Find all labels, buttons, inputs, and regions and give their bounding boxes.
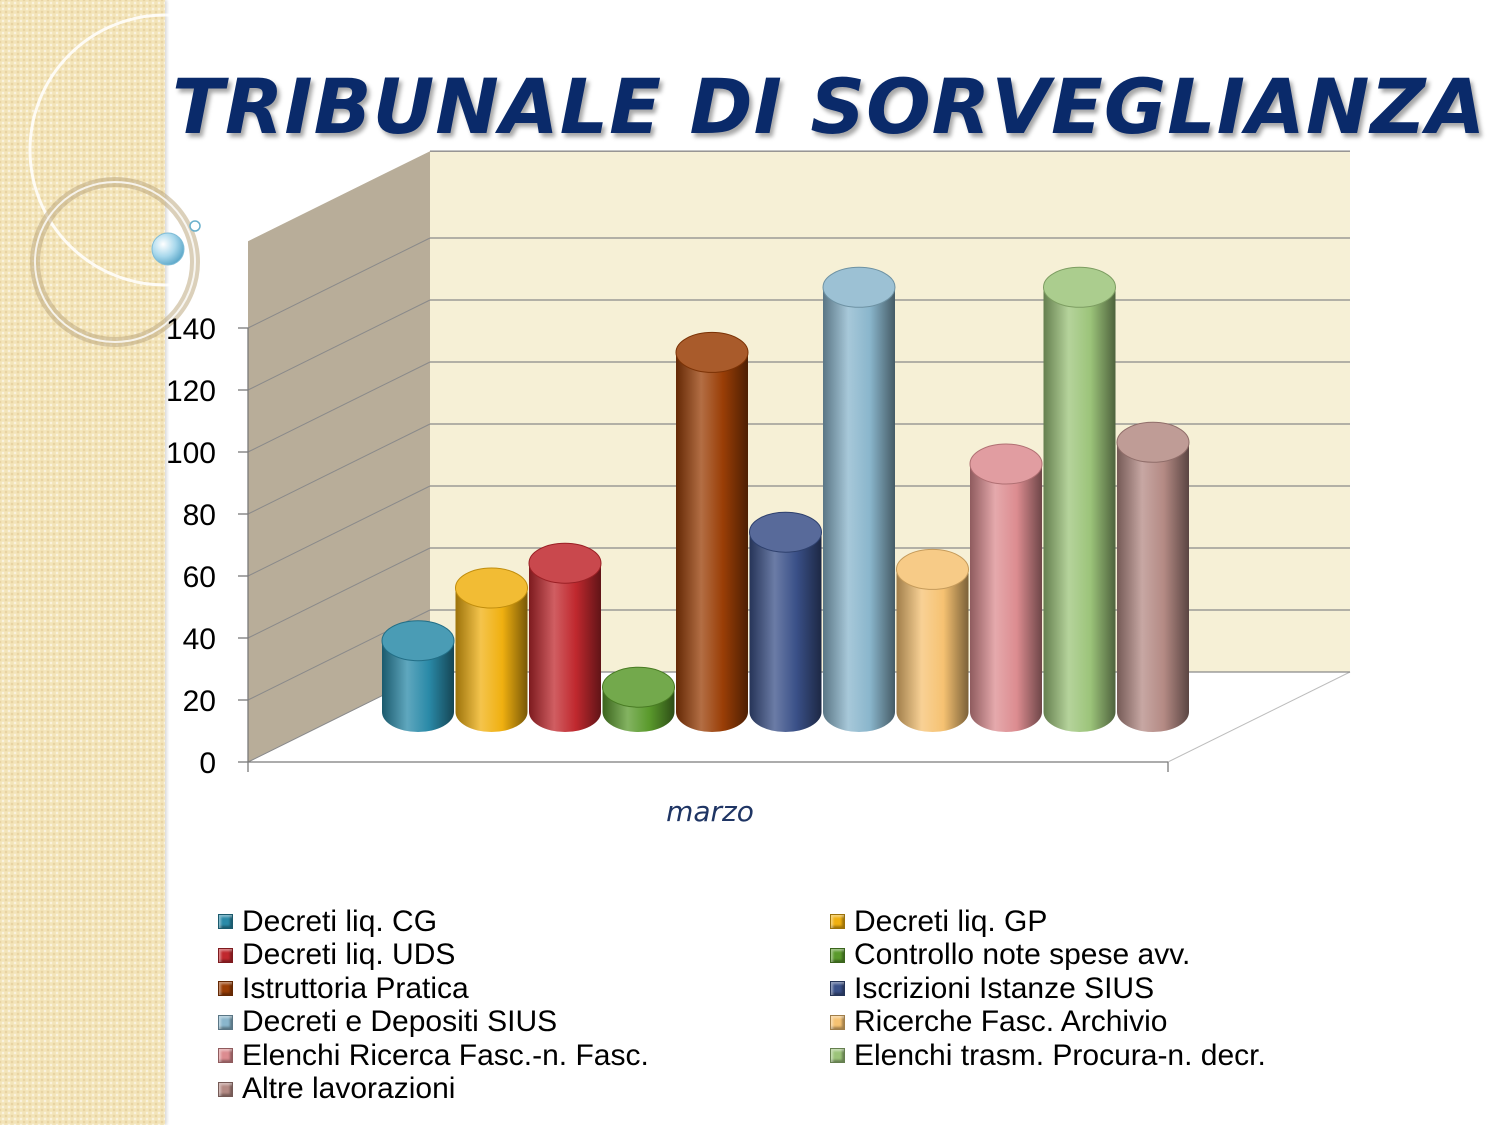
decorative-circles bbox=[28, 13, 300, 347]
bubble-large bbox=[151, 232, 185, 266]
legend-item: Decreti e Depositi SIUS bbox=[218, 1006, 830, 1040]
legend-label: Istruttoria Pratica bbox=[242, 971, 469, 1005]
bar-9 bbox=[969, 443, 1043, 732]
bar-top bbox=[749, 511, 822, 553]
bar-body bbox=[896, 569, 969, 733]
bar-1 bbox=[381, 620, 455, 732]
bar-body bbox=[676, 352, 748, 732]
bar-body bbox=[529, 563, 601, 732]
bar-body bbox=[1117, 442, 1189, 732]
legend-label: Ricerche Fasc. Archivio bbox=[854, 1005, 1168, 1039]
legend-swatch bbox=[830, 981, 845, 997]
legend-swatch bbox=[218, 981, 233, 997]
legend-item: Istruttoria Pratica bbox=[218, 972, 830, 1006]
gridline-side bbox=[247, 299, 431, 391]
bar-body bbox=[382, 640, 454, 732]
bar-top bbox=[1116, 421, 1190, 463]
legend-item: Ricerche Fasc. Archivio bbox=[830, 1006, 1350, 1040]
bar-top bbox=[528, 542, 602, 584]
y-tick-label: 80 bbox=[183, 499, 216, 532]
bar-5 bbox=[675, 331, 749, 732]
bar-8 bbox=[896, 548, 969, 733]
legend-label: Decreti liq. GP bbox=[854, 904, 1048, 938]
bar-body bbox=[1043, 287, 1116, 733]
y-tick-label: 140 bbox=[166, 313, 216, 346]
legend-item: Iscrizioni Istanze SIUS bbox=[830, 972, 1350, 1006]
legend-label: Decreti liq. UDS bbox=[242, 938, 456, 972]
x-category-label: marzo bbox=[666, 795, 754, 828]
y-tick-label: 40 bbox=[183, 623, 216, 656]
legend-swatch bbox=[830, 1048, 845, 1064]
gridline-side bbox=[247, 361, 431, 453]
legend-label: Decreti e Depositi SIUS bbox=[242, 1005, 558, 1039]
bar-body bbox=[823, 287, 895, 732]
legend-item: Elenchi Ricerca Fasc.-n. Fasc. bbox=[218, 1039, 830, 1073]
slide-title: TRIBUNALE DI SORVEGLIANZA bbox=[172, 62, 1487, 151]
legend-swatch bbox=[218, 947, 233, 963]
legend-swatch bbox=[218, 914, 233, 930]
y-tick-label: 100 bbox=[166, 437, 216, 470]
bar-top bbox=[602, 666, 675, 708]
legend-swatch bbox=[218, 1014, 233, 1030]
legend-label: Controllo note spese avv. bbox=[854, 938, 1191, 972]
bar-body bbox=[970, 464, 1042, 732]
gridline-side bbox=[247, 485, 431, 577]
bar-top bbox=[381, 620, 455, 662]
legend-label: Elenchi trasm. Procura-n. decr. bbox=[854, 1038, 1266, 1072]
legend-item: Decreti liq. CG bbox=[218, 905, 830, 939]
legend-swatch bbox=[218, 1048, 233, 1064]
y-tick-label: 0 bbox=[199, 747, 216, 780]
bar-4 bbox=[602, 666, 675, 733]
legend-swatch bbox=[830, 914, 845, 930]
bar-top bbox=[455, 567, 528, 609]
y-tick-label: 120 bbox=[166, 375, 216, 408]
bar-top bbox=[896, 548, 969, 590]
bubble-small bbox=[189, 220, 201, 232]
legend-label: Altre lavorazioni bbox=[242, 1072, 456, 1106]
bar-6 bbox=[749, 511, 822, 733]
legend-item: Decreti liq. GP bbox=[830, 905, 1350, 939]
legend-item: Decreti liq. UDS bbox=[218, 939, 830, 973]
legend-item: Altre lavorazioni bbox=[218, 1073, 830, 1107]
y-tick-label: 20 bbox=[183, 685, 216, 718]
bar-body bbox=[455, 588, 528, 733]
gridline-side bbox=[247, 237, 431, 329]
legend-label: Elenchi Ricerca Fasc.-n. Fasc. bbox=[242, 1038, 649, 1072]
bar-top bbox=[969, 443, 1043, 485]
bar-body bbox=[749, 532, 822, 733]
bar-7 bbox=[822, 266, 896, 732]
bar-top bbox=[1043, 266, 1116, 308]
bar-3 bbox=[528, 542, 602, 732]
bar-top bbox=[675, 331, 749, 373]
legend-label: Iscrizioni Istanze SIUS bbox=[854, 971, 1155, 1005]
chart-side-wall bbox=[248, 151, 430, 762]
y-tick-label: 60 bbox=[183, 561, 216, 594]
legend-label: Decreti liq. CG bbox=[242, 904, 438, 938]
bar-series-group bbox=[381, 266, 1190, 733]
bar-top bbox=[822, 266, 896, 308]
legend-item: Controllo note spese avv. bbox=[830, 939, 1350, 973]
legend-item: Elenchi trasm. Procura-n. decr. bbox=[830, 1039, 1350, 1073]
legend-swatch bbox=[218, 1081, 233, 1097]
legend-swatch bbox=[830, 1014, 845, 1030]
bar-10 bbox=[1043, 266, 1116, 733]
gridline-side bbox=[247, 423, 431, 515]
bar-2 bbox=[455, 567, 528, 733]
gridline-side bbox=[247, 547, 431, 639]
bar-11 bbox=[1116, 421, 1190, 732]
chart-legend: Decreti liq. CG Decreti liq. GP Decreti li… bbox=[218, 905, 1368, 1106]
legend-swatch bbox=[830, 947, 845, 963]
